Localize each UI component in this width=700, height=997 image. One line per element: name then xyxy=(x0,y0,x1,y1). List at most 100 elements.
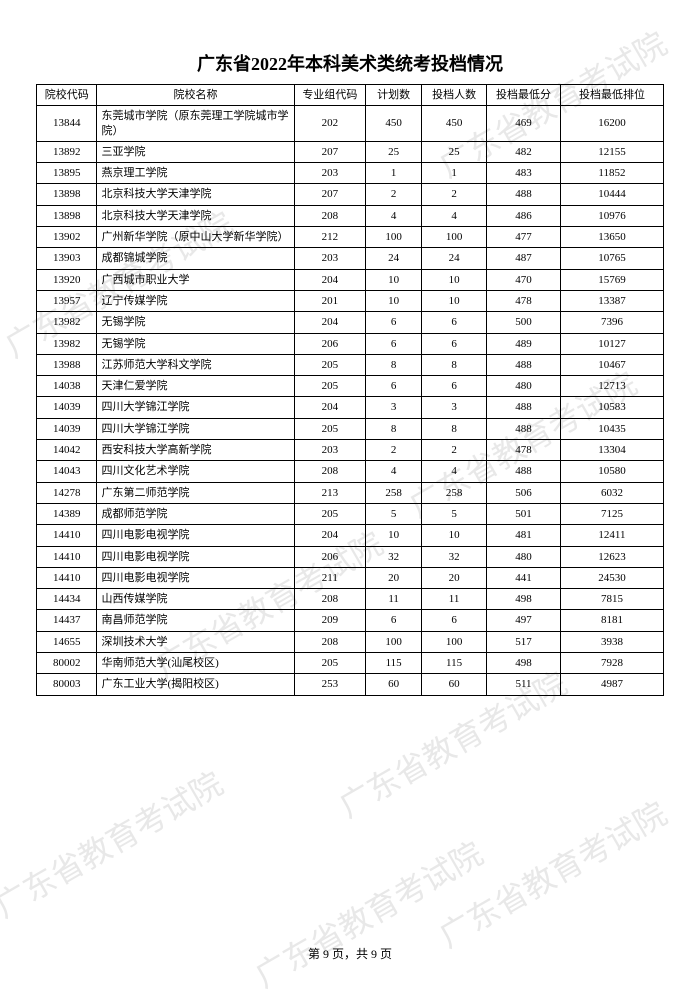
table-cell: 498 xyxy=(487,589,561,610)
table-cell: 广东工业大学(揭阳校区) xyxy=(97,674,294,695)
table-cell: 广州新华学院（原中山大学新华学院） xyxy=(97,227,294,248)
table-cell: 6 xyxy=(422,333,487,354)
table-cell: 14042 xyxy=(37,440,97,461)
table-cell: 202 xyxy=(294,106,366,142)
table-cell: 498 xyxy=(487,653,561,674)
table-cell: 501 xyxy=(487,503,561,524)
table-cell: 482 xyxy=(487,141,561,162)
table-cell: 20 xyxy=(366,567,422,588)
table-cell: 三亚学院 xyxy=(97,141,294,162)
table-cell: 487 xyxy=(487,248,561,269)
table-cell: 11852 xyxy=(560,163,663,184)
table-cell: 24 xyxy=(366,248,422,269)
table-cell: 10 xyxy=(366,269,422,290)
table-cell: 488 xyxy=(487,354,561,375)
table-cell: 四川电影电视学院 xyxy=(97,546,294,567)
table-row: 14389成都师范学院205555017125 xyxy=(37,503,664,524)
table-cell: 209 xyxy=(294,610,366,631)
table-cell: 14410 xyxy=(37,546,97,567)
table-cell: 1 xyxy=(422,163,487,184)
table-cell: 13988 xyxy=(37,354,97,375)
table-cell: 东莞城市学院（原东莞理工学院城市学院） xyxy=(97,106,294,142)
table-row: 14043四川文化艺术学院2084448810580 xyxy=(37,461,664,482)
table-cell: 203 xyxy=(294,440,366,461)
table-cell: 10467 xyxy=(560,354,663,375)
table-cell: 10 xyxy=(366,525,422,546)
table-cell: 12623 xyxy=(560,546,663,567)
table-cell: 4 xyxy=(366,461,422,482)
table-cell: 208 xyxy=(294,205,366,226)
table-row: 13982无锡学院204665007396 xyxy=(37,312,664,333)
table-cell: 6 xyxy=(422,610,487,631)
table-cell: 无锡学院 xyxy=(97,333,294,354)
table-row: 14042西安科技大学高新学院2032247813304 xyxy=(37,440,664,461)
table-cell: 511 xyxy=(487,674,561,695)
table-row: 14655深圳技术大学2081001005173938 xyxy=(37,631,664,652)
table-cell: 3938 xyxy=(560,631,663,652)
table-cell: 478 xyxy=(487,440,561,461)
table-cell: 258 xyxy=(422,482,487,503)
table-cell: 100 xyxy=(422,631,487,652)
table-cell: 14278 xyxy=(37,482,97,503)
table-cell: 10976 xyxy=(560,205,663,226)
table-cell: 12713 xyxy=(560,376,663,397)
table-row: 13898北京科技大学天津学院2072248810444 xyxy=(37,184,664,205)
table-cell: 8 xyxy=(366,418,422,439)
table-cell: 14655 xyxy=(37,631,97,652)
table-cell: 208 xyxy=(294,631,366,652)
table-cell: 12411 xyxy=(560,525,663,546)
table-cell: 100 xyxy=(366,227,422,248)
table-cell: 8181 xyxy=(560,610,663,631)
table-cell: 483 xyxy=(487,163,561,184)
table-cell: 24 xyxy=(422,248,487,269)
table-row: 13902广州新华学院（原中山大学新华学院）21210010047713650 xyxy=(37,227,664,248)
table-cell: 204 xyxy=(294,312,366,333)
table-cell: 6 xyxy=(366,376,422,397)
table-row: 13898北京科技大学天津学院2084448610976 xyxy=(37,205,664,226)
table-cell: 13902 xyxy=(37,227,97,248)
col-header-name: 院校名称 xyxy=(97,85,294,106)
table-cell: 6 xyxy=(366,312,422,333)
table-cell: 470 xyxy=(487,269,561,290)
table-cell: 8 xyxy=(422,418,487,439)
table-cell: 253 xyxy=(294,674,366,695)
table-cell: 207 xyxy=(294,184,366,205)
table-cell: 西安科技大学高新学院 xyxy=(97,440,294,461)
table-row: 14039四川大学锦江学院2058848810435 xyxy=(37,418,664,439)
table-cell: 4 xyxy=(366,205,422,226)
col-header-group: 专业组代码 xyxy=(294,85,366,106)
table-cell: 3 xyxy=(366,397,422,418)
table-cell: 14437 xyxy=(37,610,97,631)
col-header-people: 投档人数 xyxy=(422,85,487,106)
table-cell: 60 xyxy=(366,674,422,695)
table-cell: 204 xyxy=(294,397,366,418)
table-cell: 5 xyxy=(366,503,422,524)
table-cell: 32 xyxy=(422,546,487,567)
table-cell: 80003 xyxy=(37,674,97,695)
table-row: 14434山西传媒学院20811114987815 xyxy=(37,589,664,610)
table-row: 14278广东第二师范学院2132582585066032 xyxy=(37,482,664,503)
table-row: 13903成都锦城学院203242448710765 xyxy=(37,248,664,269)
table-cell: 13650 xyxy=(560,227,663,248)
table-cell: 80002 xyxy=(37,653,97,674)
table-cell: 13898 xyxy=(37,184,97,205)
admission-table: 院校代码 院校名称 专业组代码 计划数 投档人数 投档最低分 投档最低排位 13… xyxy=(36,84,664,696)
table-cell: 4 xyxy=(422,461,487,482)
table-cell: 60 xyxy=(422,674,487,695)
table-cell: 13957 xyxy=(37,290,97,311)
table-cell: 204 xyxy=(294,525,366,546)
table-cell: 无锡学院 xyxy=(97,312,294,333)
table-cell: 206 xyxy=(294,546,366,567)
table-cell: 2 xyxy=(422,184,487,205)
table-cell: 广东第二师范学院 xyxy=(97,482,294,503)
table-cell: 6 xyxy=(366,610,422,631)
table-cell: 203 xyxy=(294,163,366,184)
table-cell: 213 xyxy=(294,482,366,503)
table-cell: 7396 xyxy=(560,312,663,333)
table-row: 13988江苏师范大学科文学院2058848810467 xyxy=(37,354,664,375)
table-cell: 13903 xyxy=(37,248,97,269)
table-cell: 5 xyxy=(422,503,487,524)
table-row: 14038天津仁爱学院2056648012713 xyxy=(37,376,664,397)
table-cell: 203 xyxy=(294,248,366,269)
table-cell: 32 xyxy=(366,546,422,567)
